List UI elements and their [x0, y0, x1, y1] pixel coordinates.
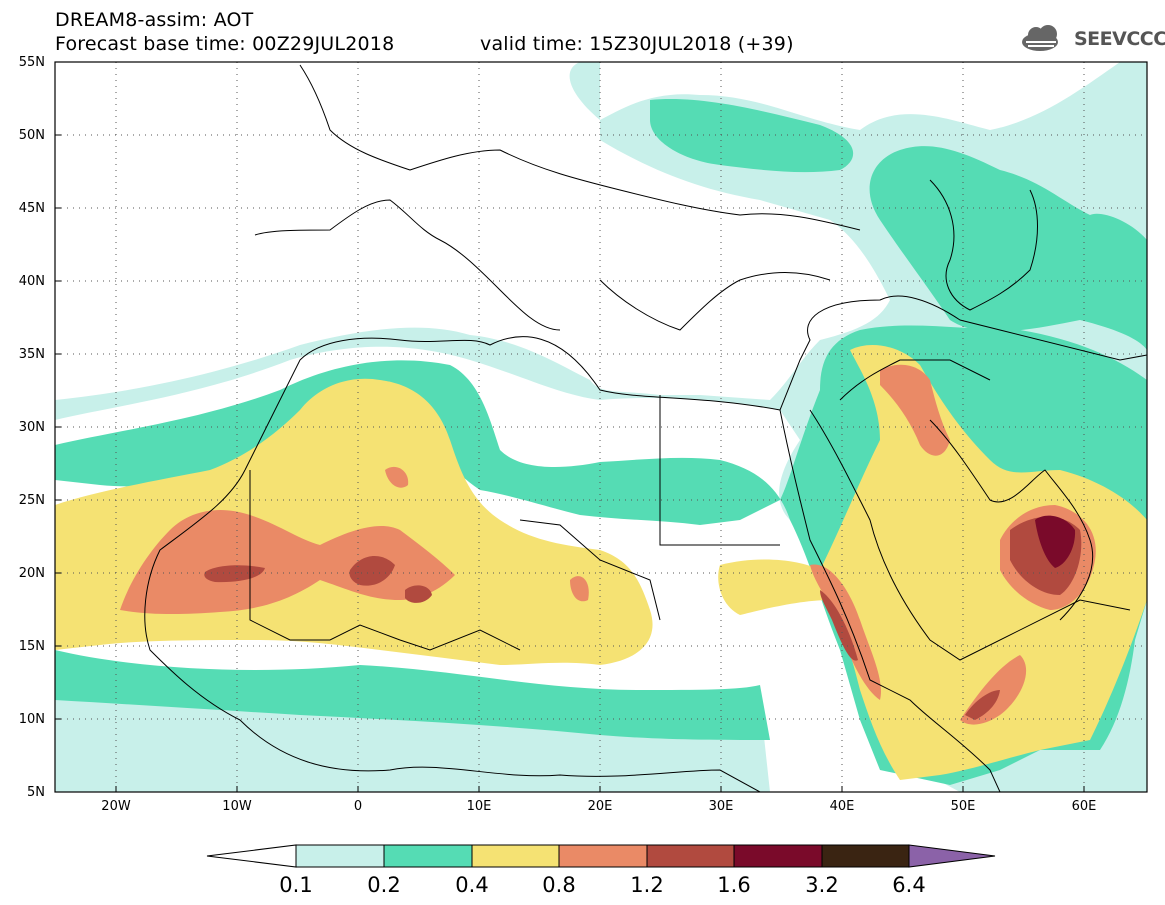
lat-label: 20N	[18, 566, 45, 581]
lat-label: 25N	[18, 493, 45, 508]
lat-label: 40N	[18, 274, 45, 289]
colorbar-label: 0.1	[279, 873, 313, 897]
axis-ticks	[55, 134, 1085, 792]
lon-label: 40E	[829, 799, 855, 814]
aot-contours	[55, 62, 1147, 792]
colorbar-label: 1.6	[717, 873, 751, 897]
colorbar-label: 0.4	[455, 873, 489, 897]
lat-label: 5N	[27, 785, 45, 800]
lat-label: 50N	[18, 128, 45, 143]
lat-label: 45N	[18, 201, 45, 216]
colorbar-label: 0.2	[367, 873, 401, 897]
lat-label: 15N	[18, 639, 45, 654]
lon-label: 50E	[950, 799, 976, 814]
logo-text: SEEVCCC	[1074, 28, 1165, 50]
header-valid-time: valid time: 15Z30JUL2018 (+39)	[480, 33, 794, 55]
colorbar-label: 3.2	[805, 873, 839, 897]
colorbar-label: 1.2	[630, 873, 664, 897]
lat-label: 30N	[18, 420, 45, 435]
aot-level-1.6	[1035, 515, 1076, 568]
lon-label: 30E	[708, 799, 734, 814]
colorbar-label: 6.4	[892, 873, 926, 897]
lat-label: 10N	[18, 712, 45, 727]
lon-label: 20W	[101, 799, 131, 814]
lat-label: 55N	[18, 55, 45, 70]
lon-label: 10W	[222, 799, 252, 814]
colorbar-label: 0.8	[542, 873, 576, 897]
lon-label: 0	[353, 799, 363, 814]
cloud-icon	[1022, 25, 1058, 51]
header-forecast-base-time: Forecast base time: 00Z29JUL2018	[55, 33, 395, 55]
lat-label: 35N	[18, 347, 45, 362]
lon-label: 10E	[466, 799, 492, 814]
lon-label: 20E	[587, 799, 613, 814]
lon-label: 60E	[1071, 799, 1097, 814]
coastlines	[144, 64, 1147, 792]
header-line-1: DREAM8-assim: AOT	[55, 9, 254, 31]
